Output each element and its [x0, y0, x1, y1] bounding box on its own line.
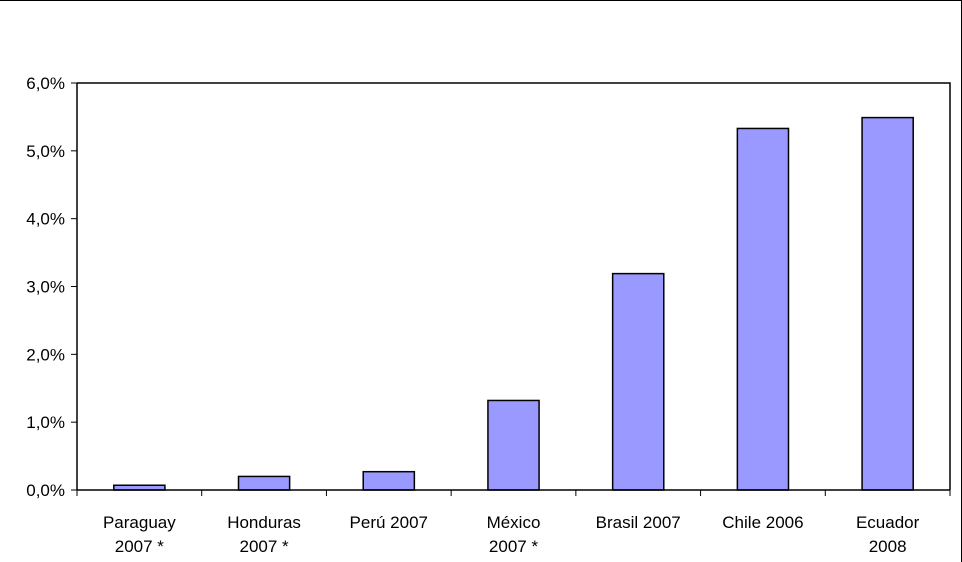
y-tick-label: 5,0% — [26, 142, 65, 161]
y-tick-label: 0,0% — [26, 481, 65, 500]
bar — [487, 399, 540, 491]
bar — [237, 475, 291, 491]
bar — [861, 116, 914, 491]
x-category-label: Chile 2006 — [722, 513, 803, 532]
y-tick-label: 6,0% — [26, 74, 65, 93]
y-tick-label: 1,0% — [26, 413, 65, 432]
bar — [736, 127, 790, 491]
plot-area-border — [77, 82, 951, 490]
bar — [611, 272, 665, 491]
y-tick-label: 4,0% — [26, 210, 65, 229]
x-category-label: Brasil 2007 — [596, 513, 681, 532]
x-category-label: Honduras 2007 * — [227, 513, 301, 556]
x-category-label: Ecuador 2008 — [856, 513, 920, 556]
bar — [362, 470, 416, 491]
y-tick-label: 3,0% — [26, 278, 65, 297]
y-tick-label: 2,0% — [26, 345, 65, 364]
x-category-label: México 2007 * — [487, 513, 541, 556]
x-category-label: Paraguay 2007 * — [103, 513, 176, 556]
x-category-label: Perú 2007 — [350, 513, 428, 532]
